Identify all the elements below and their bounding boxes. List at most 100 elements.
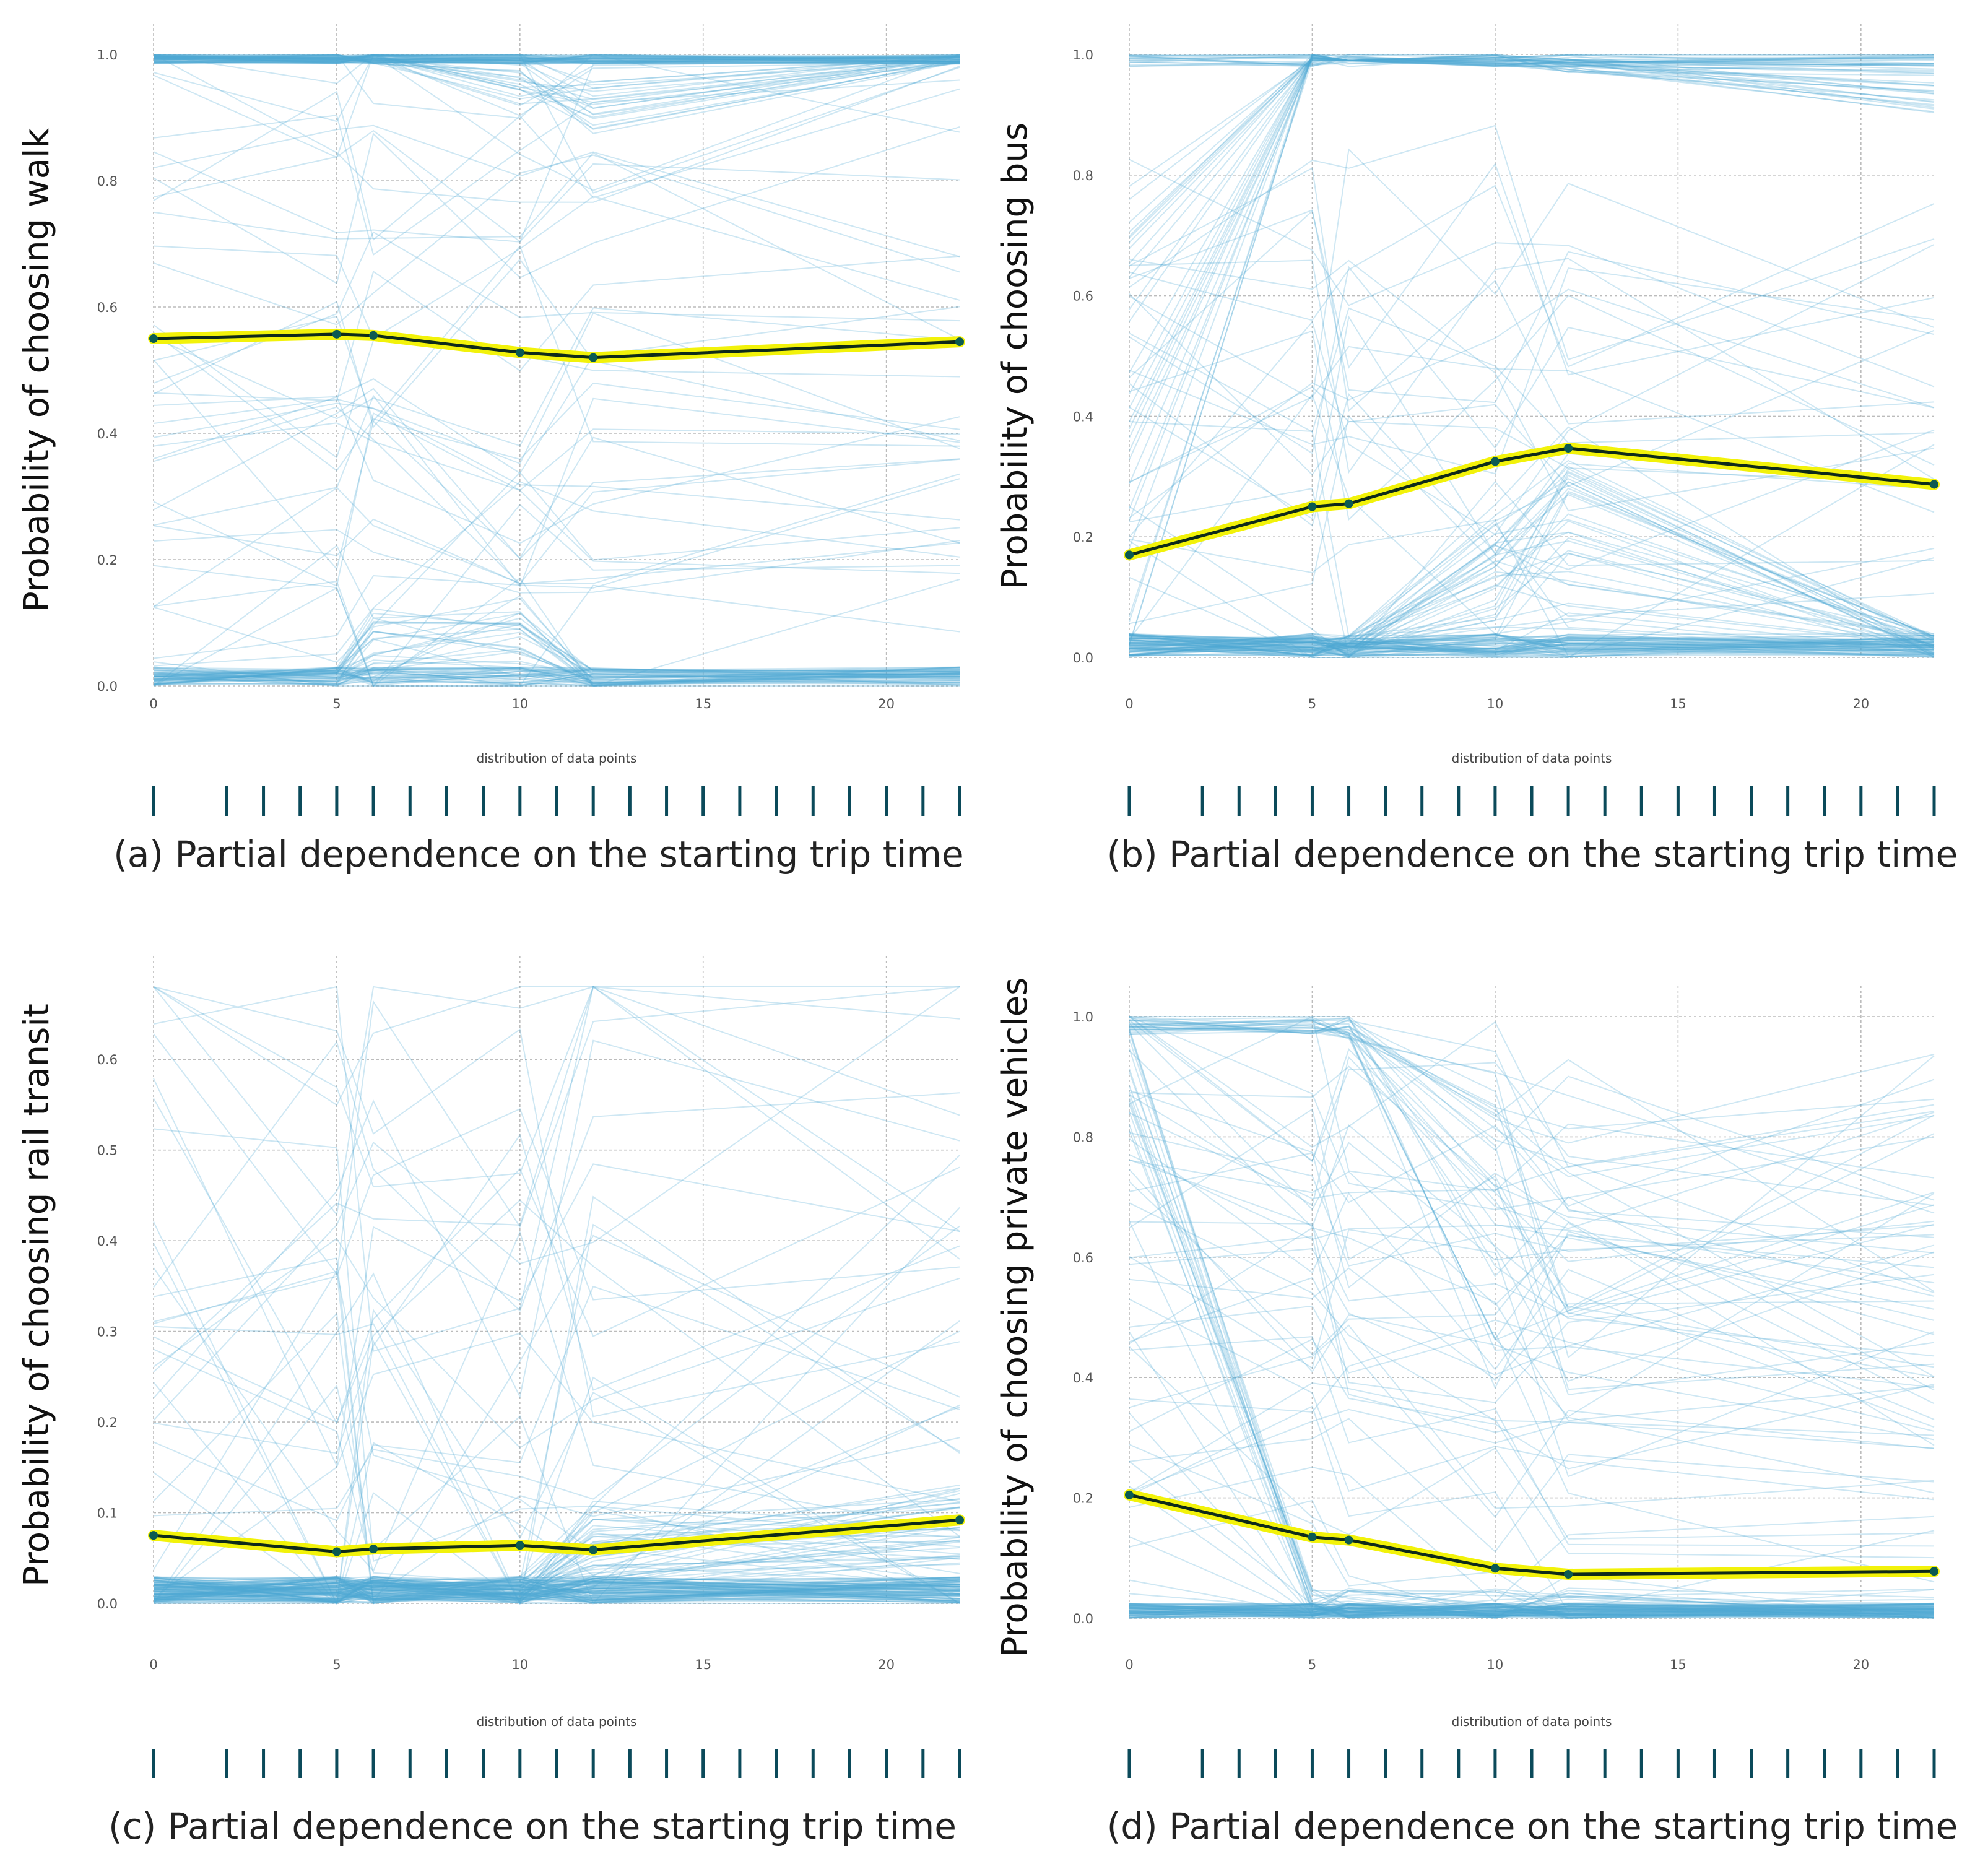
ice-curve [153,1577,960,1597]
ice-curve [1129,1607,1935,1616]
ice-curve [1129,1604,1935,1616]
ice-curve [1129,55,1935,187]
ice-curve [153,54,960,61]
ice-curve [153,672,960,685]
ice-curve [1129,1027,1935,1294]
ice-curve [153,1585,960,1603]
ice-curve [1129,531,1935,657]
ice-curve [1129,415,1935,625]
ice-curve [153,667,960,686]
ice-curve [153,57,960,65]
ice-curve [153,1578,960,1603]
ice-curve [153,1576,960,1602]
y-tick-label: 0.1 [97,1506,118,1521]
ice-curve [153,53,960,194]
ice-curve [1129,58,1935,239]
ice-curve [1129,1605,1935,1617]
ice-curve [153,986,960,1276]
ice-curve [153,1584,960,1595]
x-tick-label: 20 [878,696,895,711]
ice-curve [153,620,960,684]
y-tick-label: 0.4 [97,1234,118,1249]
ice-curve [1129,1227,1935,1421]
ice-curve [1129,58,1935,65]
ice-curve [153,55,960,63]
pd-point [149,334,158,343]
ice-curve [153,669,960,684]
ice-curve [1129,1579,1935,1616]
y-tick-label: 0.2 [97,553,118,568]
ice-curve [1129,1016,1935,1177]
ice-curve [1129,1604,1935,1613]
ice-curve [153,1577,960,1600]
ice-curve [1129,634,1935,657]
ice-curve [1129,1018,1935,1341]
ice-curve [153,255,960,402]
y-tick-label: 0.2 [1073,1491,1093,1506]
ice-curve [1129,1606,1935,1616]
x-tick-label: 0 [149,696,157,711]
ice-curve [1129,1026,1935,1382]
ice-curve [153,666,960,687]
ice-curve [153,55,960,97]
ice-curve [153,1519,960,1591]
ice-curve [153,1556,960,1594]
ice-curve [153,1272,960,1605]
ice-curve [1129,1022,1935,1377]
ice-curve [1129,1603,1935,1618]
ice-curve [153,1576,960,1595]
ice-curve [153,1488,960,1602]
ice-curve [153,1577,960,1591]
ice-curve [1129,1536,1935,1618]
ice-curve [153,1519,960,1602]
ice-curve [153,54,960,63]
pd-point [955,1515,964,1525]
ice-curve [153,54,960,64]
ice-curve [153,55,960,65]
ice-curve [153,53,960,133]
ice-curve [1129,1603,1935,1617]
ice-curve [1129,1604,1935,1619]
ice-curve [1129,1020,1935,1130]
pd-point [1308,502,1317,511]
ice-curve [153,422,960,492]
ice-curve [153,1576,960,1602]
ice-curve [153,1581,960,1602]
ice-curve [1129,636,1935,657]
ice-curve [153,1584,960,1602]
ice-curve [153,54,960,97]
ice-curve [153,622,960,687]
x-axis-label: distribution of data points [477,1714,637,1729]
ice-curve [1129,1221,1935,1612]
ice-curve [153,1225,960,1517]
ice-curve [1129,57,1935,461]
ice-curve [1129,612,1935,652]
ice-curve [1129,635,1935,651]
ice-curve [1129,636,1935,652]
ice-curve [1129,1602,1935,1616]
ice-curve [153,54,960,105]
x-tick-label: 10 [511,696,528,711]
ice-curve [153,986,960,1421]
ice-curve [1129,1029,1935,1617]
ice-curve [1129,1244,1935,1376]
ice-curve [153,1577,960,1597]
ice-curve [153,152,960,340]
ice-curve [1129,639,1935,656]
ice-curve [1129,633,1935,656]
ice-curve [153,667,960,687]
ice-curve [153,1577,960,1600]
ice-curve [153,1580,960,1600]
panel-a: 0.0 0.2 0.4 0.6 0.8 1.0 0 5 10 15 20 Probability … [17,24,965,875]
ice-curve [153,1576,960,1603]
ice-curve [153,1040,960,1312]
ice-curve [153,608,960,687]
ice-curve [1129,633,1935,650]
ice-curve [153,126,960,285]
ice-curve [153,129,960,243]
ice-curve [1129,560,1935,656]
ice-curve [153,59,960,116]
ice-curve [153,673,960,687]
ice-curve [153,1576,960,1601]
ice-curve [1129,1603,1935,1619]
